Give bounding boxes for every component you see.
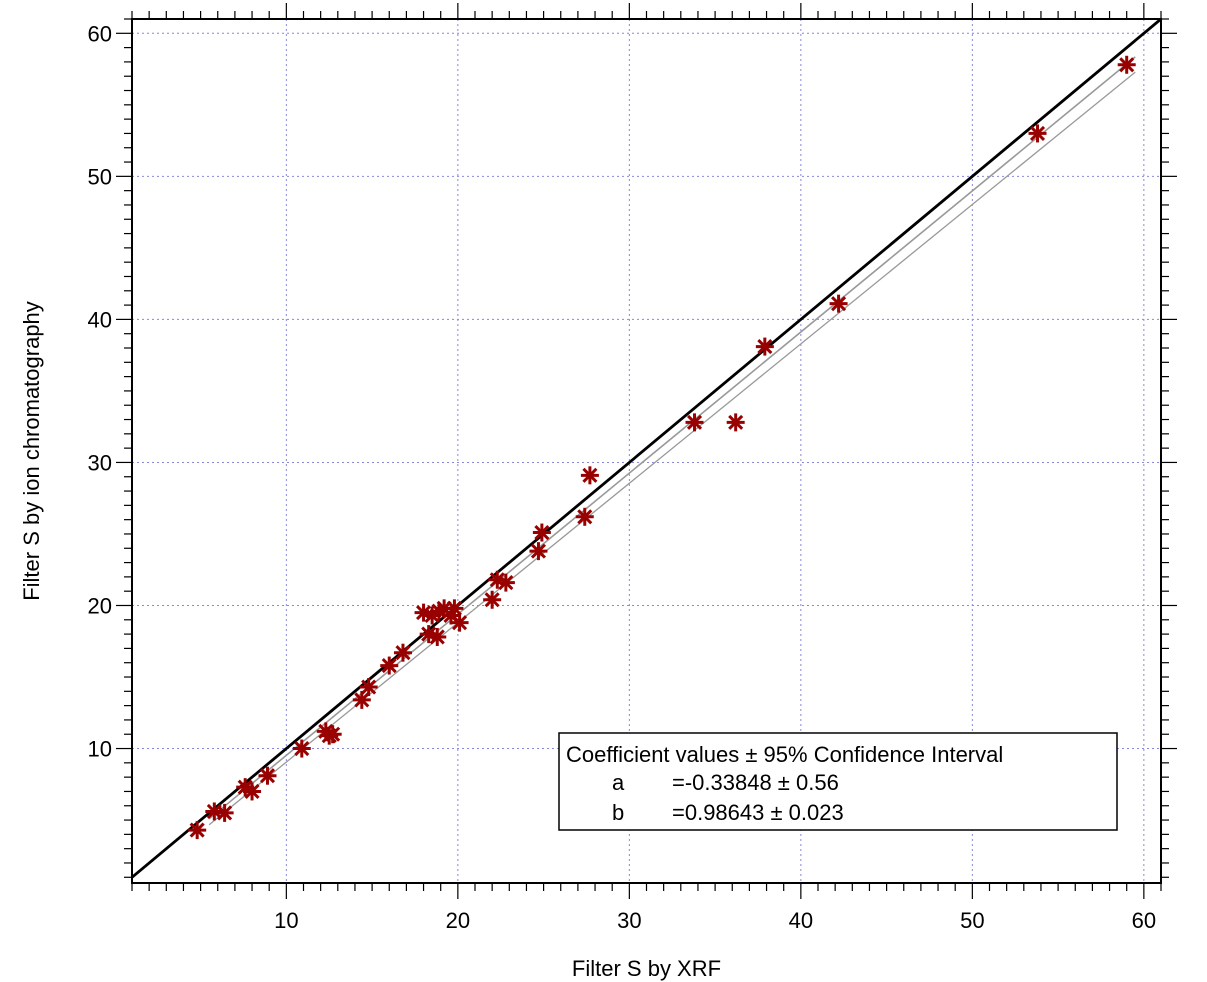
- data-point-stroke: [534, 524, 550, 541]
- x-tick-label-30: 30: [617, 908, 641, 933]
- legend-title: Coefficient values ± 95% Confidence Inte…: [566, 742, 1003, 767]
- data-point: [243, 782, 262, 801]
- data-point-stroke: [530, 543, 546, 559]
- data-point: [580, 466, 599, 485]
- data-point: [483, 590, 502, 609]
- data-point-stroke: [429, 629, 445, 645]
- data-point-stroke: [361, 679, 377, 695]
- data-point: [829, 294, 848, 313]
- data-point-stroke: [237, 779, 253, 795]
- data-point-stroke: [489, 572, 505, 588]
- legend-coef-a-name: a: [612, 770, 625, 795]
- y-tick-label-10: 10: [88, 737, 112, 762]
- data-point: [575, 507, 594, 526]
- data-point: [496, 573, 515, 592]
- x-tick-label-40: 40: [789, 908, 813, 933]
- data-point-stroke: [452, 615, 468, 631]
- data-point: [529, 542, 548, 561]
- data-point-stroke: [244, 783, 260, 799]
- x-tick-label-60: 60: [1132, 908, 1156, 933]
- one-to-one-line: [131, 17, 1162, 879]
- data-point-stroke: [831, 296, 847, 312]
- data-point: [445, 599, 464, 618]
- legend-coef-a-value: =-0.33848 ± 0.56: [672, 770, 839, 795]
- reference-lines: [131, 17, 1162, 879]
- data-point-stroke: [294, 740, 310, 757]
- data-point-stroke: [395, 645, 411, 661]
- data-point: [685, 413, 704, 432]
- data-point-stroke: [577, 509, 593, 525]
- data-point-stroke: [189, 822, 205, 838]
- x-tick-label-50: 50: [960, 908, 984, 933]
- y-tick-label-20: 20: [88, 593, 112, 618]
- y-tick-label-60: 60: [88, 21, 112, 46]
- legend-coef-b-name: b: [612, 800, 624, 825]
- data-point: [1028, 124, 1047, 143]
- data-point: [393, 643, 412, 662]
- data-point-stroke: [757, 339, 773, 355]
- data-point: [1117, 55, 1136, 74]
- data-point: [258, 766, 277, 785]
- legend-coef-b-value: =0.98643 ± 0.023: [672, 800, 844, 825]
- data-point-stroke: [686, 414, 703, 430]
- fit-line: [208, 56, 1136, 820]
- data-point: [352, 690, 371, 709]
- data-point: [726, 413, 745, 432]
- x-tick-label-10: 10: [274, 908, 298, 933]
- data-point-stroke: [381, 658, 397, 674]
- data-point: [188, 821, 207, 840]
- y-tick-label-40: 40: [88, 307, 112, 332]
- data-point-stroke: [498, 575, 514, 591]
- x-axis-label: Filter S by XRF: [572, 956, 721, 981]
- data-point-stroke: [1119, 57, 1135, 73]
- data-point: [428, 627, 447, 646]
- data-point: [215, 803, 234, 822]
- data-point-stroke: [259, 768, 276, 784]
- data-point-stroke: [446, 600, 462, 616]
- data-point-stroke: [325, 726, 341, 742]
- data-point: [292, 739, 311, 758]
- data-point: [532, 523, 551, 542]
- data-point: [755, 337, 774, 356]
- data-point-stroke: [728, 414, 744, 430]
- y-tick-label-50: 50: [88, 164, 112, 189]
- data-point-stroke: [484, 592, 500, 608]
- tick-labels: 10 20 30 40 50 60 10 20 30 40 50 60: [88, 21, 1157, 933]
- confidence-lower-line: [208, 71, 1136, 826]
- data-point-stroke: [1029, 125, 1046, 141]
- data-point: [380, 656, 399, 675]
- x-tick-label-20: 20: [446, 908, 470, 933]
- plot-frame: [131, 18, 1162, 884]
- legend-box: [558, 732, 1118, 831]
- data-point: [450, 613, 469, 632]
- coefficient-legend: Coefficient values ± 95% Confidence Inte…: [558, 732, 1118, 831]
- data-point: [359, 678, 378, 697]
- data-point-stroke: [582, 467, 598, 483]
- data-point-stroke: [416, 605, 432, 621]
- y-tick-label-30: 30: [88, 450, 112, 475]
- data-point: [323, 725, 342, 744]
- axis-ticks: [116, 3, 1177, 899]
- y-axis-label: Filter S by ion chromatography: [19, 301, 44, 601]
- data-points: [188, 55, 1136, 840]
- data-point-stroke: [354, 692, 370, 708]
- data-point-stroke: [217, 805, 233, 821]
- data-point-stroke: [421, 626, 437, 642]
